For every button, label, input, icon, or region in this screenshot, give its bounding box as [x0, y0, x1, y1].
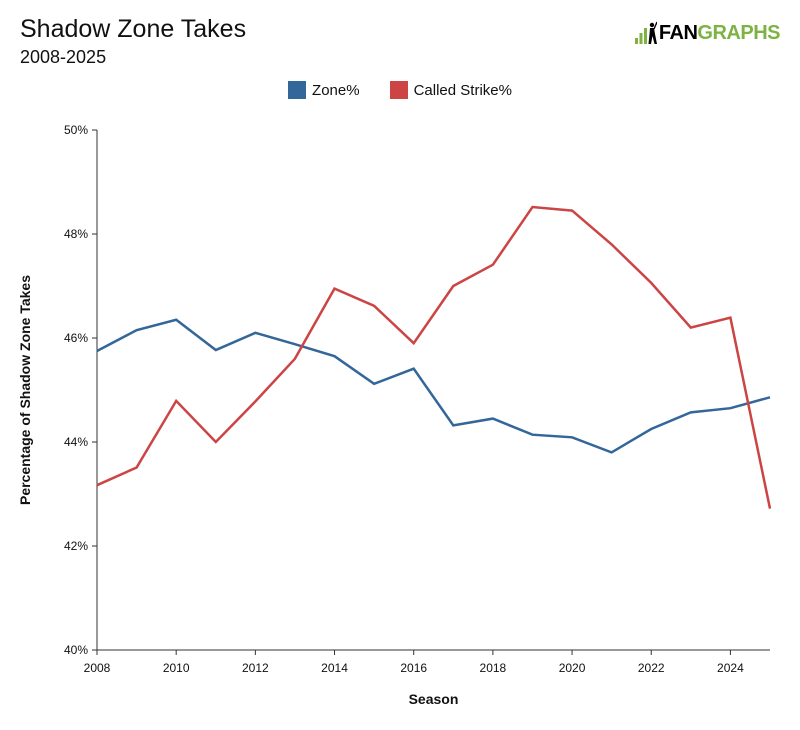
x-tick-label: 2010: [163, 661, 190, 675]
y-tick-label: 46%: [64, 331, 88, 345]
y-tick-label: 48%: [64, 227, 88, 241]
x-axis-title: Season: [409, 691, 459, 707]
legend-item-called-strike[interactable]: Called Strike%: [389, 81, 512, 99]
legend-item-zone[interactable]: Zone%: [288, 81, 360, 99]
y-tick-label: 50%: [64, 123, 88, 137]
y-axis-title: Percentage of Shadow Zone Takes: [17, 275, 33, 505]
y-tick-label: 42%: [64, 539, 88, 553]
x-tick-label: 2018: [480, 661, 507, 675]
legend-swatch-zone: [288, 81, 307, 99]
y-tick-label: 44%: [64, 435, 88, 449]
x-tick-label: 2014: [321, 661, 348, 675]
x-tick-label: 2024: [717, 661, 744, 675]
chart-axes: 40% 42% 44% 46% 48% 50% 2008 2010 2012 2014 2016 20…: [64, 123, 770, 675]
logo-text-graphs: GRAPHS: [697, 21, 780, 44]
series-layer: [96, 205, 772, 509]
chart-subtitle: 2008-2025: [20, 47, 107, 67]
series-line-zone[interactable]: [96, 318, 771, 454]
chart-legend: Zone% Called Strike%: [0, 78, 800, 102]
x-tick-label: 2020: [559, 661, 586, 675]
x-tick-label: 2016: [400, 661, 427, 675]
fangraphs-bars-and-batter-icon: [634, 21, 657, 44]
x-tick-label: 2008: [84, 661, 111, 675]
legend-swatch-called-strike: [389, 81, 408, 99]
y-tick-label: 40%: [64, 643, 88, 657]
chart-title: Shadow Zone Takes: [20, 15, 247, 43]
series-line-called-strike[interactable]: [96, 205, 772, 509]
x-tick-label: 2022: [638, 661, 665, 675]
x-tick-label: 2012: [242, 661, 269, 675]
fangraphs-logo: FAN GRAPHS: [634, 20, 780, 46]
logo-text-fan: FAN: [658, 21, 698, 44]
legend-label-zone: Zone%: [312, 81, 360, 99]
legend-label-called-strike: Called Strike%: [413, 81, 512, 99]
